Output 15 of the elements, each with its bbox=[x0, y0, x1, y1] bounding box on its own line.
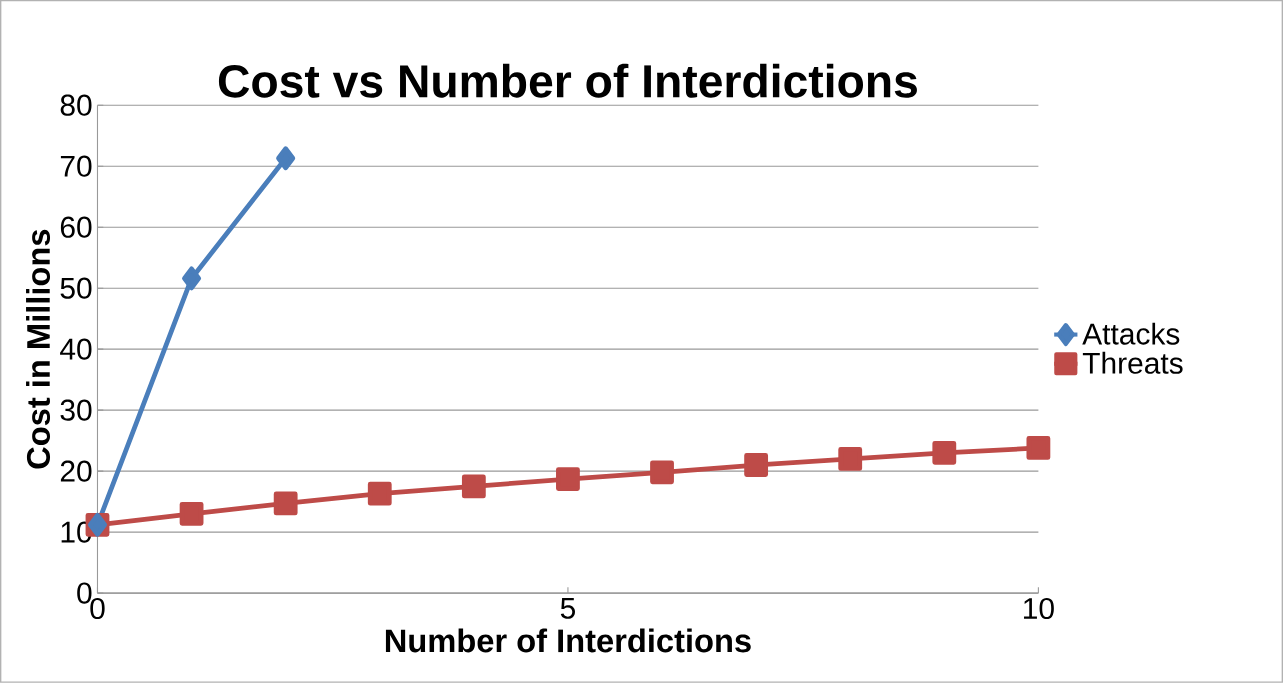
y-tick-label: 70 bbox=[60, 155, 92, 177]
legend-label: Threats bbox=[1082, 351, 1183, 374]
x-tick-label: 5 bbox=[560, 597, 575, 619]
y-tick-label: 50 bbox=[60, 277, 92, 299]
legend-label: Attacks bbox=[1082, 322, 1180, 345]
y-tick-label: 30 bbox=[60, 399, 92, 421]
y-axis-title: Cost in Millions bbox=[26, 229, 51, 469]
x-tick-label: 10 bbox=[1024, 597, 1054, 620]
y-tick-label: 20 bbox=[60, 460, 92, 482]
x-axis-title: Number of Interdictions bbox=[385, 628, 751, 653]
y-tick-label: 80 bbox=[60, 94, 92, 116]
chart-title: Cost vs Number of Interdictions bbox=[218, 63, 917, 98]
y-tick-label: 0 bbox=[77, 582, 92, 604]
y-tick-label: 40 bbox=[60, 338, 92, 360]
y-tick-label: 60 bbox=[60, 216, 92, 238]
